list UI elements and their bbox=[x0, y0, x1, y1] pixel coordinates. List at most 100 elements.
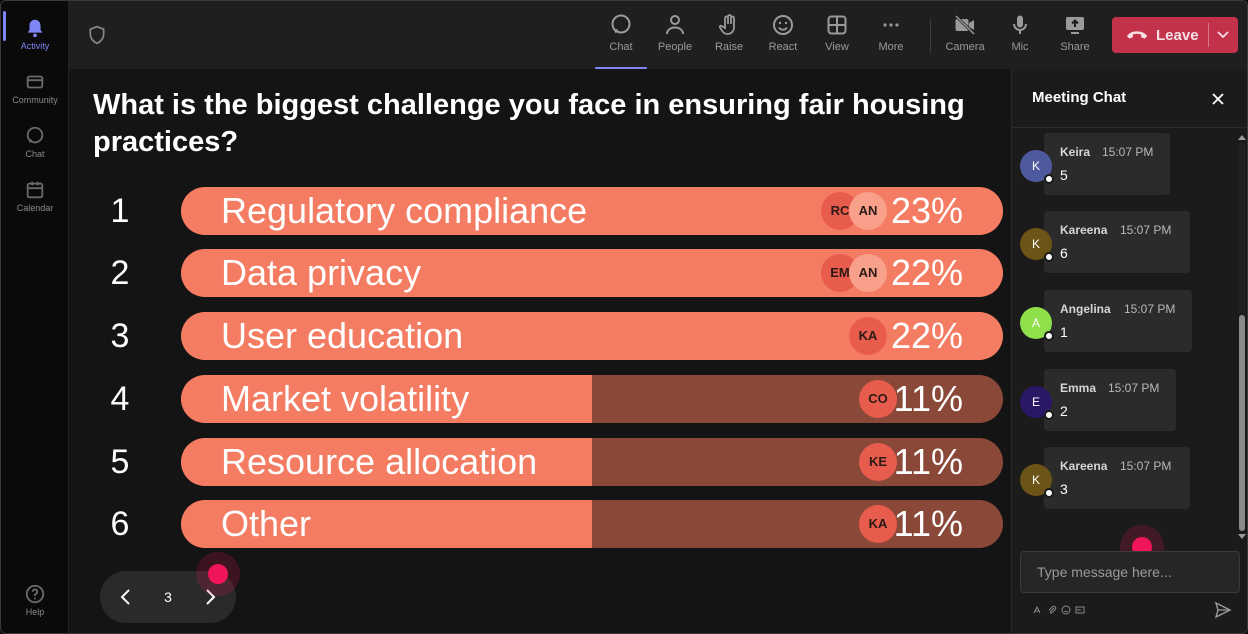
option-percent: 11% bbox=[893, 441, 963, 482]
chat-message: Keira 15:07 PM 5 K bbox=[1020, 133, 1230, 197]
rail-item-community[interactable]: Community bbox=[1, 63, 69, 115]
rail-label: Help bbox=[25, 607, 45, 617]
voter-avatar: AN bbox=[849, 192, 887, 230]
option-percent: 11% bbox=[893, 503, 963, 544]
app-rail: Activity Community Chat Calendar Help bbox=[1, 1, 69, 633]
rail-item-activity[interactable]: Activity bbox=[1, 9, 69, 61]
option-number: 2 bbox=[110, 254, 130, 292]
voter-avatar: KA bbox=[859, 505, 897, 543]
mic-button-label: Mic bbox=[1011, 41, 1029, 53]
option-bar-fill bbox=[181, 438, 592, 486]
more-dots-icon bbox=[883, 23, 899, 27]
avatar[interactable]: E bbox=[1020, 386, 1052, 418]
leave-button[interactable]: Leave bbox=[1112, 17, 1238, 53]
chat-title: Meeting Chat bbox=[1032, 89, 1127, 106]
gif-icon[interactable] bbox=[1075, 605, 1085, 615]
option-percent: 22% bbox=[890, 252, 963, 293]
message-time: 15:07 PM bbox=[1108, 381, 1160, 395]
chevron-left-icon[interactable] bbox=[114, 585, 138, 609]
message-bubble: Emma 15:07 PM 2 bbox=[1044, 369, 1176, 431]
message-body: 1 bbox=[1060, 324, 1068, 340]
message-composer bbox=[1020, 551, 1240, 593]
message-body: 3 bbox=[1060, 481, 1068, 497]
option-bar: Regulatory compliance RC AN 23% bbox=[181, 187, 1003, 235]
chat-scrollbar[interactable] bbox=[1236, 131, 1247, 543]
community-icon bbox=[26, 75, 44, 89]
chevron-right-icon[interactable] bbox=[198, 585, 222, 609]
message-time: 15:07 PM bbox=[1124, 302, 1176, 316]
react-button[interactable]: React bbox=[757, 11, 809, 61]
close-icon[interactable] bbox=[1210, 91, 1226, 107]
poll-question: What is the biggest challenge you face i… bbox=[93, 89, 965, 158]
chat-divider bbox=[1012, 127, 1247, 128]
emoji-icon[interactable] bbox=[1061, 605, 1071, 615]
phone-hangup-icon bbox=[1126, 31, 1148, 39]
sender-name: Kareena bbox=[1060, 223, 1108, 237]
camera-button-label: Camera bbox=[945, 41, 985, 53]
poll-option-row: 1 Regulatory compliance RC AN 23% bbox=[93, 187, 1005, 235]
rail-item-chat[interactable]: Chat bbox=[1, 117, 69, 169]
scroll-thumb[interactable] bbox=[1239, 315, 1245, 531]
presence-status-icon bbox=[1044, 174, 1054, 184]
message-bubble: Kareena 15:07 PM 6 bbox=[1044, 211, 1190, 273]
mic-button[interactable]: Mic bbox=[994, 11, 1046, 61]
chat-message: Kareena 15:07 PM 3 K bbox=[1020, 447, 1230, 511]
help-icon bbox=[25, 584, 45, 604]
message-input[interactable] bbox=[1037, 552, 1233, 592]
format-icon[interactable] bbox=[1032, 605, 1042, 615]
grid-icon bbox=[827, 15, 847, 35]
option-bar: Market volatility CO 11% bbox=[181, 375, 1003, 423]
chat-button-label: Chat bbox=[609, 41, 633, 53]
message-bubble: Angelina 15:07 PM 1 bbox=[1044, 290, 1192, 352]
leave-divider bbox=[1208, 23, 1209, 47]
option-bar: Data privacy EM AN 22% bbox=[181, 249, 1003, 297]
more-button-label: More bbox=[878, 41, 904, 53]
view-button[interactable]: View bbox=[811, 11, 863, 61]
option-bar: User education KA 22% bbox=[181, 312, 1003, 360]
message-bubble: Keira 15:07 PM 5 bbox=[1044, 133, 1170, 195]
shield-icon[interactable] bbox=[87, 25, 107, 45]
message-bubble: Kareena 15:07 PM 3 bbox=[1044, 447, 1190, 509]
rail-label: Calendar bbox=[16, 203, 54, 213]
option-label: Data privacy bbox=[221, 252, 422, 293]
scroll-down-icon[interactable] bbox=[1237, 533, 1247, 541]
voter-avatar: KE bbox=[859, 443, 897, 481]
send-icon[interactable] bbox=[1214, 601, 1232, 619]
view-button-label: View bbox=[825, 41, 849, 53]
voter-avatar: KA bbox=[849, 317, 887, 355]
react-button-label: React bbox=[768, 41, 798, 53]
people-button[interactable]: People bbox=[649, 11, 701, 61]
presence-status-icon bbox=[1044, 331, 1054, 341]
poll-option-row: 4 Market volatility CO 11% bbox=[93, 375, 1005, 423]
chevron-down-icon[interactable] bbox=[1216, 29, 1230, 41]
camera-button[interactable]: Camera bbox=[939, 11, 991, 61]
share-button[interactable]: Share bbox=[1049, 11, 1101, 61]
sender-name: Angelina bbox=[1060, 302, 1111, 316]
rail-item-help[interactable]: Help bbox=[1, 575, 69, 627]
option-number: 4 bbox=[110, 380, 130, 418]
chat-message: Kareena 15:07 PM 6 K bbox=[1020, 211, 1230, 275]
more-button[interactable]: More bbox=[865, 11, 917, 61]
chat-icon bbox=[26, 126, 44, 144]
option-bar: Resource allocation KE 11% bbox=[181, 438, 1003, 486]
person-icon bbox=[666, 15, 684, 35]
option-number: 5 bbox=[110, 443, 130, 481]
raise-hand-button[interactable]: Raise bbox=[703, 11, 755, 61]
chat-icon bbox=[611, 14, 631, 34]
share-button-label: Share bbox=[1060, 41, 1090, 53]
scroll-up-icon[interactable] bbox=[1237, 133, 1247, 141]
poll-option-row: 5 Resource allocation KE 11% bbox=[93, 438, 1005, 486]
rail-item-calendar[interactable]: Calendar bbox=[1, 171, 69, 223]
sender-name: Kareena bbox=[1060, 459, 1108, 473]
chat-button[interactable]: Chat bbox=[595, 11, 647, 70]
option-label: Market volatility bbox=[221, 378, 470, 419]
attach-icon[interactable] bbox=[1047, 605, 1057, 615]
pointer-highlight bbox=[208, 564, 228, 584]
message-time: 15:07 PM bbox=[1120, 459, 1172, 473]
bell-icon bbox=[27, 19, 43, 38]
option-bar-fill bbox=[181, 375, 592, 423]
rail-label: Chat bbox=[25, 149, 45, 159]
option-percent: 23% bbox=[890, 190, 963, 231]
message-body: 6 bbox=[1060, 245, 1068, 261]
